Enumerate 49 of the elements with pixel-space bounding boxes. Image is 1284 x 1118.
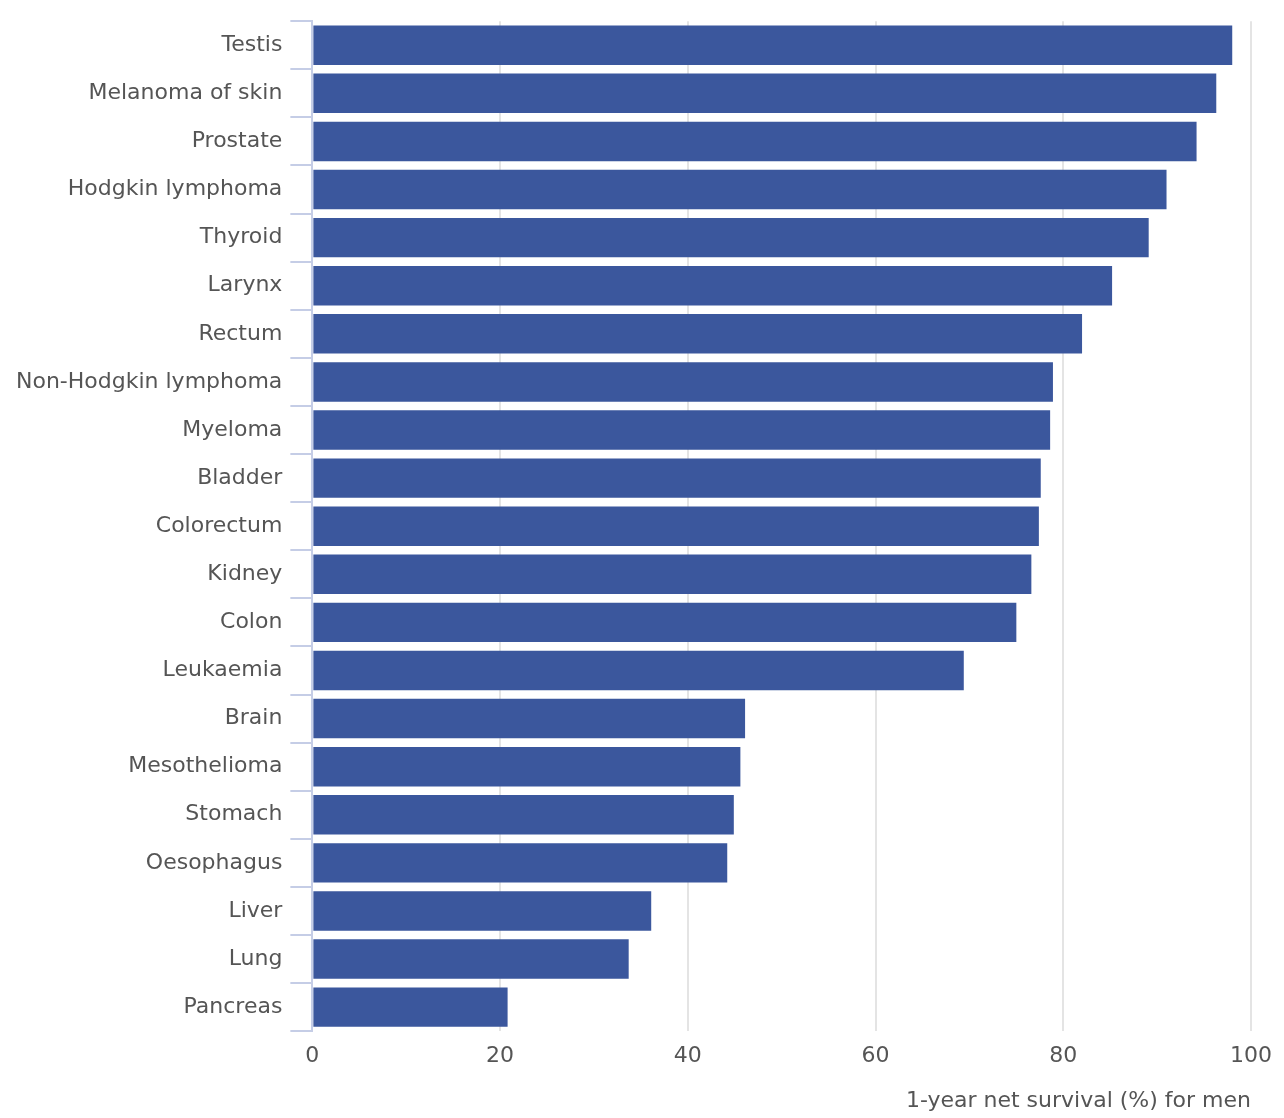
y-tick-label: Larynx — [207, 271, 283, 297]
bar — [313, 506, 1039, 546]
x-axis-title: 1-year net survival (%) for men — [905, 1086, 1251, 1112]
x-tick-label: 60 — [861, 1042, 890, 1068]
x-tick-label: 100 — [1230, 1042, 1272, 1068]
y-tick-label: Leukaemia — [162, 656, 283, 682]
y-tick-label: Bladder — [197, 463, 284, 489]
bar — [313, 362, 1053, 402]
bar — [313, 314, 1083, 354]
y-tick-label: Kidney — [207, 560, 283, 586]
y-tick-label: Stomach — [185, 800, 283, 826]
y-tick-label: Oesophagus — [145, 848, 283, 874]
y-tick-label: Non-Hodgkin lymphoma — [15, 367, 283, 393]
x-tick-label: 40 — [673, 1042, 702, 1068]
y-tick-label: Brain — [224, 704, 283, 730]
y-tick-label: Pancreas — [183, 992, 283, 1018]
y-tick-label: Liver — [228, 896, 284, 922]
bar — [313, 602, 1017, 643]
bar — [313, 458, 1041, 498]
y-tick-label: Hodgkin lymphoma — [67, 175, 283, 201]
y-tick-label: Rectum — [198, 319, 283, 345]
y-tick-label: Thyroid — [198, 223, 283, 249]
bar — [313, 266, 1113, 306]
bar — [313, 939, 629, 979]
y-tick-label: Melanoma of skin — [88, 79, 283, 105]
bar — [313, 73, 1217, 114]
y-tick-label: Testis — [220, 30, 283, 56]
y-tick-label: Mesothelioma — [128, 752, 283, 778]
bar — [313, 795, 734, 835]
bar — [313, 121, 1197, 162]
bar — [313, 554, 1032, 595]
x-tick-label: 20 — [486, 1042, 515, 1068]
x-tick-label: 0 — [305, 1042, 320, 1068]
bar — [313, 217, 1149, 258]
bar — [313, 169, 1167, 210]
bar — [313, 746, 741, 787]
bar — [313, 698, 746, 739]
y-tick-label: Lung — [228, 944, 283, 970]
y-tick-label: Myeloma — [182, 415, 283, 441]
y-tick-label: Colorectum — [155, 511, 283, 537]
x-tick-label: 80 — [1049, 1042, 1078, 1068]
bar — [313, 891, 652, 931]
y-tick-label: Colon — [220, 608, 283, 634]
bar — [313, 843, 728, 883]
bar — [313, 650, 964, 691]
bar — [313, 410, 1051, 450]
bar — [313, 25, 1233, 65]
bar — [313, 987, 508, 1027]
y-tick-label: Prostate — [191, 127, 283, 153]
